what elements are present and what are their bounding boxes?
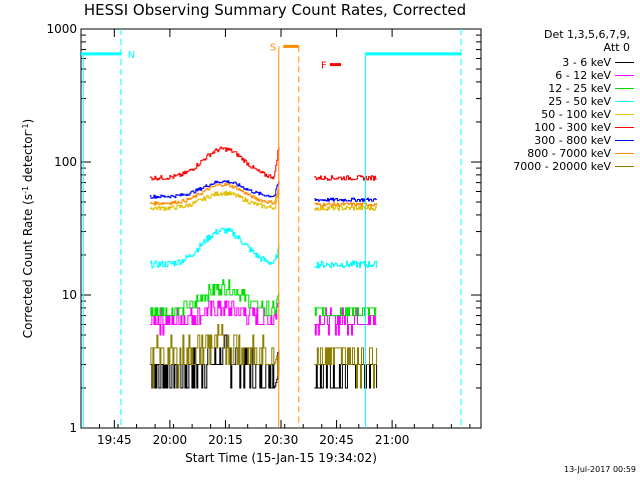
legend-label: 100 - 300 keV (534, 121, 611, 134)
legend-item: 100 - 300 keV (484, 121, 634, 134)
data-layer (149, 146, 378, 389)
x-tick-label: 20:00 (153, 433, 188, 447)
legend-item: 7000 - 20000 keV (484, 160, 634, 173)
legend-swatch (615, 114, 634, 115)
legend-label: 12 - 25 keV (548, 82, 611, 95)
series-line (149, 300, 280, 336)
y-axis-label: Corrected Count Rate (s-1 detector-1) (21, 119, 36, 338)
x-tick-label: 20:30 (264, 433, 299, 447)
legend-swatch (615, 62, 634, 63)
legend-item: 50 - 100 keV (484, 108, 634, 121)
legend-item: 800 - 7000 keV (484, 147, 634, 160)
legend-attenuator: Att 0 (603, 41, 630, 54)
legend-item: 12 - 25 keV (484, 82, 634, 95)
y-tick-label: 1 (69, 421, 77, 435)
x-tick-label: 20:15 (208, 433, 243, 447)
series-line (314, 260, 378, 269)
y-tick-label: 10 (62, 288, 77, 302)
series-line (314, 205, 378, 211)
series-line (314, 202, 378, 207)
series-line (149, 146, 280, 181)
legend-item: 25 - 50 keV (484, 95, 634, 108)
timestamp: 13-Jul-2017 00:59 (563, 465, 636, 474)
series-line (149, 180, 280, 199)
legend-label: 800 - 7000 keV (527, 147, 611, 160)
chart-title: HESSI Observing Summary Count Rates, Cor… (83, 1, 467, 19)
legend-item: 300 - 800 keV (484, 134, 634, 147)
legend-item: 3 - 6 keV (484, 56, 634, 69)
legend-label: 7000 - 20000 keV (513, 160, 611, 173)
legend-label: 25 - 50 keV (548, 95, 611, 108)
legend-label: 3 - 6 keV (562, 56, 611, 69)
x-axis-label: Start Time (15-Jan-15 19:34:02) (185, 451, 377, 465)
annotation-layer: N S F (81, 29, 462, 428)
legend-swatch (615, 140, 634, 141)
night-label: N (128, 50, 135, 61)
series-line (314, 364, 378, 389)
series-line (314, 307, 377, 317)
legend-swatch (615, 153, 634, 154)
series-line (314, 307, 377, 336)
series-line (314, 175, 378, 181)
legend-label: 300 - 800 keV (534, 134, 611, 147)
x-tick-label: 20:45 (319, 433, 354, 447)
series-line (149, 182, 280, 206)
series-line (149, 279, 280, 317)
legend-label: 6 - 12 keV (555, 69, 611, 82)
axis-layer: 19:45 20:00 20:15 20:30 20:45 21:00 Start Time… (21, 22, 482, 465)
legend-detectors: Det 1,3,5,6,7,9, (543, 28, 630, 41)
series-line (149, 227, 280, 269)
series-line (314, 197, 378, 202)
saa-label: S (270, 42, 276, 53)
flare-label: F (321, 61, 327, 72)
y-tick-label: 1000 (46, 22, 77, 36)
plot-frame (80, 28, 482, 429)
legend-swatch (615, 75, 634, 76)
x-tick-label: 21:00 (375, 433, 410, 447)
legend-swatch (615, 88, 634, 89)
series-line (149, 190, 280, 211)
legend: 3 - 6 keV 6 - 12 keV 12 - 25 keV 25 - 50 ke… (484, 56, 634, 173)
legend-label: 50 - 100 keV (541, 108, 611, 121)
series-line (149, 324, 280, 389)
legend-swatch (615, 166, 634, 167)
legend-item: 6 - 12 keV (484, 69, 634, 82)
legend-header: Det 1,3,5,6,7,9, Att 0 (490, 28, 630, 54)
y-tick-label: 100 (54, 155, 77, 169)
x-tick-label: 19:45 (97, 433, 132, 447)
legend-swatch (615, 127, 634, 128)
legend-swatch (615, 101, 634, 102)
